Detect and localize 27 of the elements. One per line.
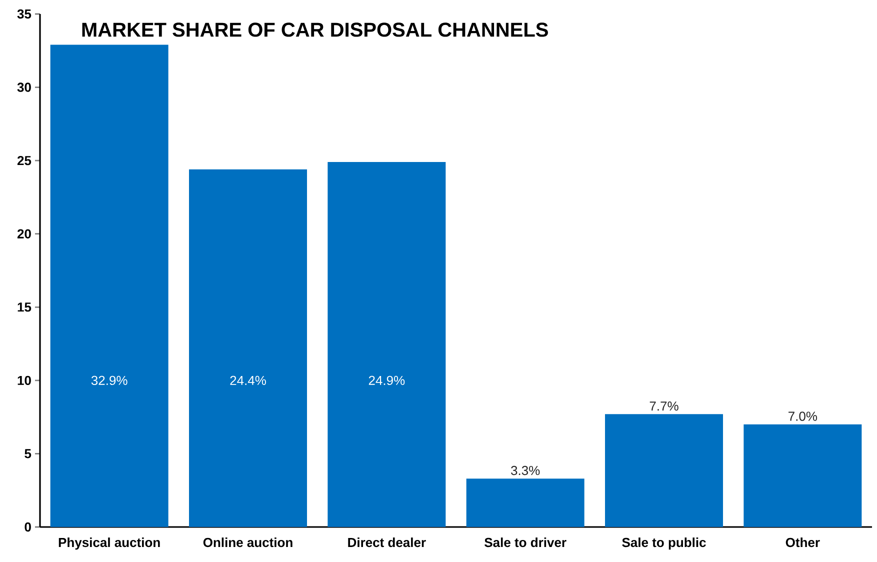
x-tick-label: Online auction [203,538,292,548]
x-tick-label: Other [786,538,820,548]
x-tick-label: Direct dealer [348,538,426,548]
data-label: 7.0% [788,412,818,421]
y-tick-label: 10 [18,376,31,386]
y-tick-label: 0 [24,522,31,532]
bar [744,424,862,527]
y-tick-label: 15 [18,302,32,312]
y-tick-label: 5 [24,449,32,458]
data-label: 7.7% [650,402,678,411]
y-tick-label: 35 [17,9,32,19]
bar [189,169,308,527]
y-tick-label: 30 [17,82,31,92]
y-tick-label: 20 [17,229,31,238]
bar [466,478,584,527]
data-label: 3.3% [511,466,540,476]
data-label: 24.4% [230,376,266,386]
data-label: 32.9% [91,376,128,386]
bar [50,44,168,527]
data-label: 24.9% [368,376,405,386]
chart-title: MARKET SHARE OF CAR DISPOSAL CHANNELS [82,22,548,37]
x-tick-label: Sale to public [622,538,706,550]
x-tick-label: Sale to driver [484,538,566,548]
y-tick-label: 25 [17,156,32,166]
x-tick-label: Physical auction [58,538,160,550]
bar [605,414,724,527]
bar [328,162,446,527]
